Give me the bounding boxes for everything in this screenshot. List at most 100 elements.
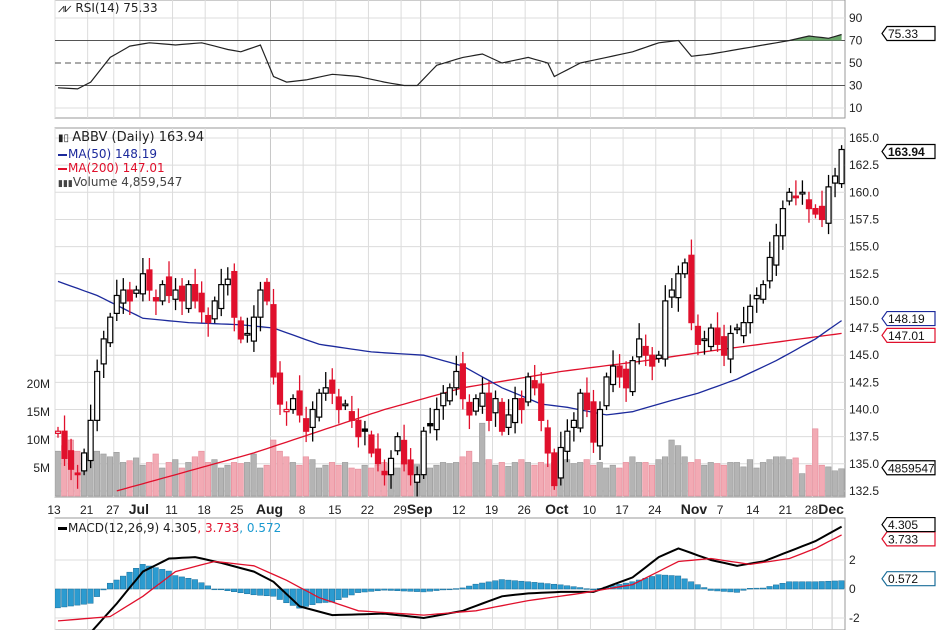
candle-body xyxy=(714,327,721,345)
candle-body xyxy=(505,414,512,429)
volume-bar xyxy=(178,467,185,497)
volume-bar xyxy=(583,459,590,497)
date-axis-label: Dec xyxy=(818,501,844,517)
date-axis-label: 12 xyxy=(452,503,466,517)
candlestick xyxy=(192,268,199,309)
value-tag-box xyxy=(881,327,936,343)
macd-histogram-bar xyxy=(662,574,669,590)
candle-body xyxy=(812,207,819,215)
candle-body xyxy=(309,408,316,429)
volume-bar xyxy=(818,464,825,497)
candlestick xyxy=(355,408,362,448)
candlestick xyxy=(681,258,688,279)
volume-bar xyxy=(635,462,642,497)
volume-bar xyxy=(648,464,656,497)
candle-body xyxy=(100,338,107,365)
macd-histogram-bar xyxy=(472,583,479,590)
volume-tick-label: 5M xyxy=(33,461,50,475)
macd-histogram-bar xyxy=(511,580,518,590)
volume-bar xyxy=(661,456,669,497)
volume-bar xyxy=(590,464,597,497)
macd-histogram-bar xyxy=(335,588,342,600)
volume-bar xyxy=(759,462,767,497)
price-tick-label: 132.5 xyxy=(849,484,879,498)
candlestick xyxy=(694,314,702,356)
candlestick xyxy=(309,401,316,442)
volume-bar xyxy=(250,453,257,497)
macd-histogram-bar xyxy=(413,588,420,592)
candle-body xyxy=(152,297,160,302)
macd-histogram-bar xyxy=(198,582,205,590)
histogram-value-tag: 0.572 xyxy=(881,571,936,587)
candlestick xyxy=(623,361,630,402)
value-tag-box xyxy=(881,310,936,327)
candlestick xyxy=(329,368,336,405)
candlestick xyxy=(387,450,395,489)
macd-histogram-bar xyxy=(831,580,838,590)
volume-bar xyxy=(426,467,434,497)
candle-body xyxy=(172,289,179,300)
volume-bar xyxy=(100,453,107,497)
price-panel xyxy=(54,127,846,498)
candle-body xyxy=(668,289,675,298)
candle-body xyxy=(649,354,656,367)
volume-bar xyxy=(603,467,610,497)
candlestick xyxy=(511,386,519,434)
macd-histogram-bar xyxy=(55,588,61,609)
candlestick xyxy=(185,280,192,313)
candle-body xyxy=(198,292,205,313)
candlestick xyxy=(263,278,271,306)
macd-histogram-bar xyxy=(746,588,753,590)
candle-body xyxy=(551,452,558,487)
candle-body xyxy=(570,419,577,429)
volume-bar xyxy=(681,456,688,497)
macd-histogram-bar xyxy=(440,588,447,591)
date-axis-label: 28 xyxy=(805,503,819,517)
candlestick xyxy=(831,167,839,198)
ma200-legend: MA(200) 147.01 xyxy=(58,161,165,175)
macd-value-tag: 4.305 xyxy=(881,516,936,533)
candlestick xyxy=(792,180,799,206)
candlestick xyxy=(805,191,813,223)
value-tag-box xyxy=(881,460,936,476)
candlestick xyxy=(714,312,721,352)
candlestick xyxy=(616,354,623,388)
volume-bar xyxy=(335,464,342,497)
macd-legend: MACD(12,26,9) 4.305, 3.733, 0.572 xyxy=(58,521,281,535)
candle-body xyxy=(94,370,101,421)
candlestick xyxy=(590,389,597,453)
candlestick xyxy=(67,438,75,481)
volume-bar xyxy=(257,467,264,497)
date-axis-label: Oct xyxy=(545,501,569,517)
macd-histogram-bar xyxy=(309,588,316,605)
volume-bar xyxy=(368,467,375,497)
date-axis-label: 11 xyxy=(165,503,178,517)
candlestick xyxy=(283,401,290,426)
volume-bar xyxy=(342,462,349,497)
candle-body xyxy=(231,270,238,318)
macd-histogram-bar xyxy=(714,588,721,592)
macd-histogram-bar xyxy=(120,575,127,590)
volume-bar xyxy=(688,462,695,497)
macd-histogram-bar xyxy=(537,582,544,590)
candle-body xyxy=(466,401,473,416)
candle-body xyxy=(498,401,506,432)
price-tick-label: 162.5 xyxy=(849,158,879,172)
macd-histogram-bar xyxy=(296,588,303,609)
macd-swatch-icon xyxy=(58,527,67,530)
volume-tick-label: 15M xyxy=(27,405,50,419)
volume-bar xyxy=(459,456,466,497)
value-tag-box xyxy=(881,143,936,160)
candle-body xyxy=(55,430,62,434)
macd-histogram-bar xyxy=(590,588,597,591)
candlestick xyxy=(668,278,675,308)
candlestick xyxy=(525,372,532,407)
volume-bar xyxy=(315,467,323,497)
candlestick xyxy=(642,334,649,367)
candlestick xyxy=(55,426,62,438)
last-price-tag: 163.94 xyxy=(881,143,936,160)
macd-tick-label: -2 xyxy=(849,611,860,625)
price-tick-label: 152.5 xyxy=(849,267,879,281)
volume-bar xyxy=(707,462,714,497)
candlestick xyxy=(400,424,408,472)
